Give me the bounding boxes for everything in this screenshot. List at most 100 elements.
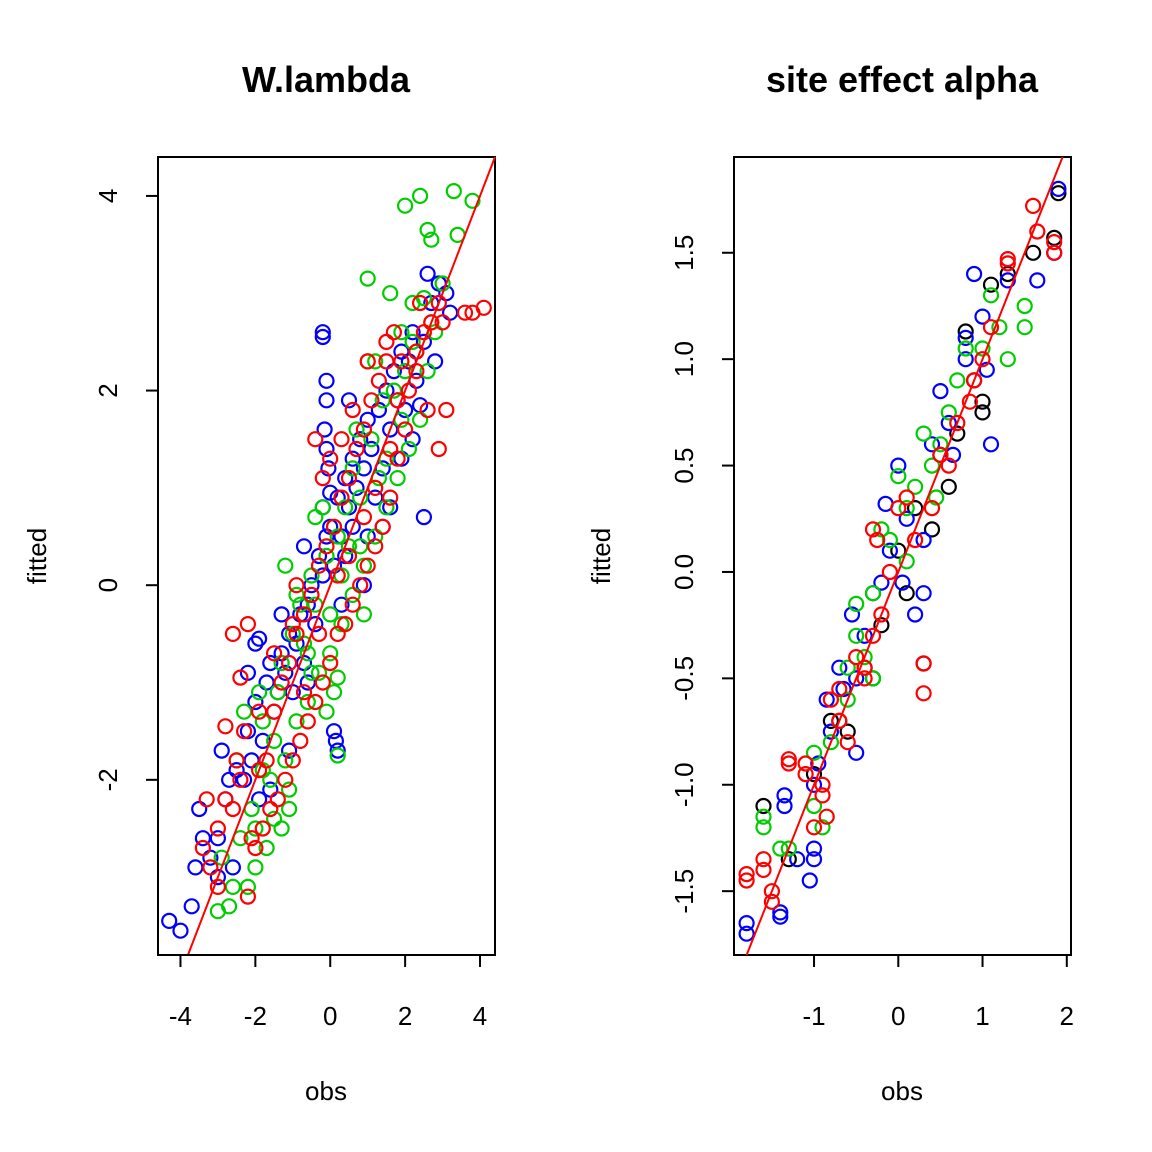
right-fit-line bbox=[745, 156, 1064, 956]
left-point bbox=[247, 693, 264, 711]
right-point bbox=[776, 797, 793, 815]
left-point bbox=[277, 771, 294, 788]
left-point bbox=[288, 635, 305, 652]
right-point bbox=[738, 925, 755, 942]
left-point bbox=[427, 353, 444, 370]
left-point bbox=[397, 197, 414, 214]
left-point bbox=[314, 328, 331, 346]
left-point bbox=[329, 742, 346, 759]
left-point bbox=[314, 674, 331, 691]
left-point bbox=[202, 859, 219, 876]
left-point bbox=[382, 285, 399, 302]
right-point bbox=[873, 606, 890, 623]
left-point bbox=[464, 192, 481, 209]
right-point bbox=[915, 531, 932, 549]
left-point bbox=[295, 606, 313, 623]
right-point bbox=[982, 436, 1000, 453]
left-point bbox=[359, 411, 376, 428]
left-point bbox=[389, 392, 406, 409]
right-point bbox=[957, 340, 974, 357]
left-point bbox=[295, 538, 313, 555]
right-y-tick-label: 1.5 bbox=[669, 235, 699, 271]
left-x-tick-label: -4 bbox=[169, 1001, 192, 1031]
left-point bbox=[340, 538, 358, 555]
left-point bbox=[363, 392, 380, 409]
left-point bbox=[269, 791, 286, 808]
left-panel: W.lambda -4 -2 0 2 4 -2 0 2 4 obs fitted bbox=[22, 59, 496, 1106]
left-point bbox=[239, 888, 256, 905]
right-point bbox=[898, 585, 915, 602]
left-point bbox=[430, 294, 447, 312]
right-point bbox=[915, 685, 932, 702]
right-point bbox=[949, 414, 966, 432]
left-point bbox=[419, 401, 436, 419]
right-point bbox=[818, 808, 835, 825]
left-point bbox=[209, 820, 226, 837]
left-point bbox=[299, 693, 316, 711]
left-point bbox=[327, 732, 344, 750]
right-point bbox=[974, 393, 991, 410]
left-point bbox=[378, 333, 395, 350]
right-point bbox=[906, 531, 924, 549]
right-point bbox=[965, 372, 983, 389]
left-point bbox=[183, 898, 200, 915]
left-point bbox=[322, 606, 339, 623]
right-point bbox=[940, 457, 957, 474]
right-y-tick-label: -1.0 bbox=[669, 762, 699, 807]
left-point bbox=[307, 615, 324, 633]
right-point bbox=[772, 904, 789, 921]
right-point bbox=[944, 446, 962, 463]
left-point bbox=[198, 791, 215, 808]
right-point bbox=[961, 393, 979, 410]
left-point bbox=[209, 830, 226, 847]
left-point bbox=[172, 922, 189, 939]
left-point bbox=[273, 820, 290, 837]
right-point bbox=[923, 457, 941, 474]
right-point bbox=[869, 531, 886, 549]
right-point bbox=[738, 865, 755, 883]
right-point bbox=[780, 840, 797, 857]
left-point bbox=[303, 586, 320, 604]
right-point bbox=[999, 255, 1016, 272]
right-point bbox=[1016, 319, 1033, 336]
left-x-label: obs bbox=[305, 1076, 347, 1106]
left-point bbox=[382, 489, 399, 506]
left-point bbox=[367, 353, 384, 370]
left-point bbox=[217, 718, 234, 735]
right-point bbox=[822, 691, 840, 708]
left-point bbox=[254, 820, 271, 837]
right-point bbox=[780, 751, 797, 768]
right-point bbox=[982, 319, 1000, 336]
left-point bbox=[251, 684, 268, 701]
right-point bbox=[848, 627, 865, 644]
right-y-tick-label: 0.5 bbox=[669, 447, 699, 483]
right-point bbox=[906, 606, 924, 623]
right-point bbox=[822, 712, 840, 730]
right-point bbox=[839, 659, 856, 676]
left-point bbox=[359, 557, 376, 574]
right-point bbox=[831, 659, 848, 676]
right-points bbox=[738, 180, 1067, 942]
left-y-axis: -2 0 2 4 bbox=[93, 189, 159, 791]
left-point bbox=[370, 372, 387, 389]
right-x-tick-label: 0 bbox=[891, 1001, 905, 1031]
left-point bbox=[281, 742, 298, 759]
left-x-tick-label: 2 bbox=[398, 1001, 412, 1031]
right-point bbox=[974, 351, 991, 368]
left-point bbox=[266, 732, 283, 750]
right-point bbox=[1024, 244, 1042, 261]
left-points bbox=[161, 183, 492, 939]
left-point bbox=[333, 489, 350, 506]
left-point bbox=[262, 800, 279, 818]
right-point bbox=[1016, 297, 1033, 315]
right-point bbox=[848, 648, 865, 666]
right-point bbox=[848, 670, 865, 687]
right-point bbox=[898, 553, 915, 570]
right-x-label: obs bbox=[881, 1076, 923, 1106]
right-point bbox=[755, 808, 772, 825]
right-point bbox=[805, 851, 823, 868]
left-point bbox=[445, 183, 462, 200]
left-point bbox=[352, 431, 369, 448]
left-point bbox=[288, 577, 305, 594]
